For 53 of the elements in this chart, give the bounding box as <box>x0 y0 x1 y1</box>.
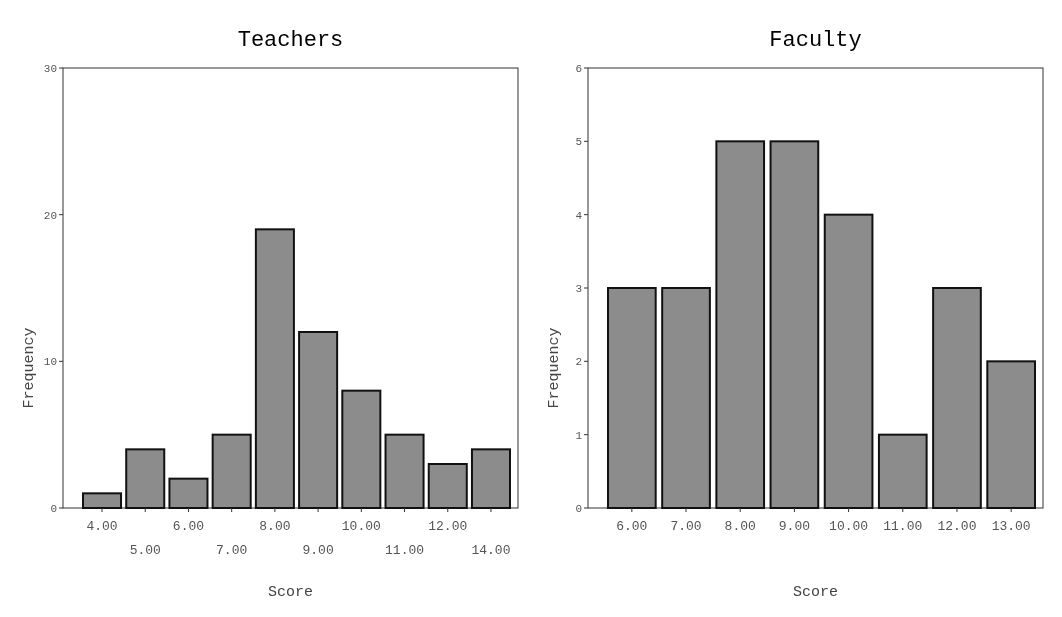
bar <box>168 477 209 509</box>
x-tick-label: 7.00 <box>670 519 702 534</box>
bar <box>125 448 166 509</box>
x-tick-label: 12.00 <box>937 519 977 534</box>
y-tick-label: 0 <box>50 502 57 515</box>
x-tick-label: 11.00 <box>883 519 923 534</box>
bar <box>254 228 295 509</box>
chart-title: Faculty <box>769 28 862 53</box>
x-tick-label: 13.00 <box>991 519 1031 534</box>
y-tick-label: 20 <box>43 209 57 222</box>
x-tick-label: 14.00 <box>471 543 511 558</box>
x-tick-label: 10.00 <box>341 519 381 534</box>
y-axis-title: Frequency <box>21 327 38 409</box>
y-tick-label: 6 <box>575 62 582 75</box>
bar <box>986 360 1036 509</box>
x-tick-label: 8.00 <box>259 519 291 534</box>
y-tick-label: 2 <box>575 356 582 369</box>
y-tick-label: 1 <box>575 429 583 442</box>
x-tick-label: 9.00 <box>302 543 334 558</box>
bar <box>877 433 928 509</box>
x-tick-label: 6.00 <box>616 519 648 534</box>
bar <box>715 140 766 509</box>
y-tick-label: 30 <box>43 62 57 75</box>
bar <box>932 287 982 509</box>
bar <box>211 433 252 509</box>
bar <box>82 492 123 509</box>
bar <box>341 389 382 509</box>
bar <box>470 448 511 509</box>
x-tick-label: 11.00 <box>385 543 425 558</box>
x-axis-title: Score <box>267 584 314 601</box>
y-tick-label: 5 <box>575 136 582 149</box>
y-tick-label: 0 <box>575 502 582 515</box>
x-tick-label: 12.00 <box>428 519 468 534</box>
y-tick-label: 10 <box>43 356 57 369</box>
bar <box>298 331 339 509</box>
x-tick-label: 9.00 <box>778 519 811 534</box>
y-axis-title: Frequency <box>546 327 563 409</box>
y-tick-label: 3 <box>575 282 582 295</box>
bar <box>769 140 820 509</box>
bar <box>823 213 874 509</box>
x-tick-label: 8.00 <box>724 519 756 534</box>
x-tick-label: 5.00 <box>129 543 161 558</box>
x-tick-label: 10.00 <box>829 519 869 534</box>
chart-title: Teachers <box>237 28 344 53</box>
y-tick-label: 4 <box>575 209 583 222</box>
x-tick-label: 6.00 <box>172 519 205 534</box>
bar <box>661 287 711 509</box>
bar <box>607 287 657 509</box>
x-tick-label: 7.00 <box>216 543 248 558</box>
x-tick-label: 4.00 <box>86 519 118 534</box>
bar <box>384 433 425 509</box>
x-axis-title: Score <box>792 584 839 601</box>
bar <box>427 463 468 509</box>
